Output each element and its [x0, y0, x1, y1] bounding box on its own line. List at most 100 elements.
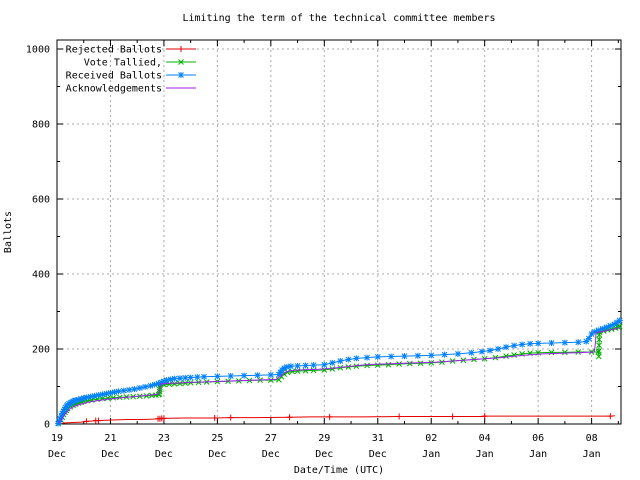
- y-axis-label: Ballots: [3, 211, 14, 253]
- cross-marker-icon: [595, 353, 602, 360]
- star-marker-icon: [131, 386, 138, 393]
- legend-label: Received Ballots: [66, 71, 162, 82]
- star-marker-icon: [227, 373, 234, 379]
- plus-marker-icon: [449, 413, 456, 420]
- star-marker-icon: [178, 72, 184, 78]
- plus-marker-icon: [396, 413, 403, 420]
- x-tick-label-day: 08: [586, 433, 598, 444]
- legend-item-acknowledgements: Acknowledgements: [66, 84, 196, 95]
- x-tick-label-month: Dec: [315, 449, 333, 460]
- star-marker-icon: [401, 353, 408, 360]
- star-marker-icon: [487, 347, 494, 354]
- y-tick-label: 600: [32, 195, 50, 206]
- star-marker-icon: [294, 362, 301, 369]
- cross-marker-icon: [310, 367, 317, 374]
- star-marker-icon: [147, 382, 154, 389]
- cross-marker-icon: [302, 367, 309, 374]
- star-marker-icon: [120, 387, 127, 394]
- y-tick-labels: 0 200 400 600 800 1000: [26, 45, 50, 431]
- star-marker-icon: [548, 340, 555, 346]
- plus-marker-icon: [286, 414, 293, 421]
- cross-marker-icon: [417, 360, 424, 367]
- x-tick-label-day: 19: [51, 433, 63, 444]
- star-marker-icon: [414, 352, 421, 359]
- cross-marker-icon: [385, 361, 392, 368]
- star-marker-icon: [302, 362, 309, 369]
- cross-marker-icon: [428, 360, 435, 366]
- star-marker-icon: [267, 371, 274, 378]
- cross-marker-icon: [353, 363, 360, 370]
- star-marker-icon: [103, 390, 110, 397]
- star-marker-icon: [616, 317, 623, 324]
- cross-marker-icon: [171, 381, 178, 387]
- x-tick-label-month: Jan: [422, 449, 440, 460]
- star-marker-icon: [194, 374, 201, 381]
- star-marker-icon: [201, 373, 208, 380]
- cross-marker-icon: [289, 368, 296, 375]
- plus-marker-icon: [326, 413, 333, 420]
- star-marker-icon: [321, 361, 328, 368]
- series-line: [59, 415, 615, 425]
- cross-marker-icon: [329, 366, 336, 372]
- star-marker-icon: [176, 375, 183, 382]
- star-marker-icon: [142, 383, 149, 390]
- x-tick-label-day: 21: [104, 433, 116, 444]
- x-tick-label-day: 06: [532, 433, 544, 444]
- cross-marker-icon: [116, 394, 123, 401]
- cross-marker-icon: [596, 336, 603, 343]
- cross-marker-icon: [406, 360, 413, 367]
- legend-label: Vote Tallied,: [84, 58, 162, 69]
- y-tick-label: 400: [32, 270, 50, 281]
- plus-marker-icon: [83, 418, 90, 425]
- plot-border: [56, 39, 622, 425]
- star-marker-icon: [337, 358, 344, 364]
- star-marker-icon: [182, 374, 189, 381]
- star-marker-icon: [585, 335, 592, 342]
- cross-marker-icon: [575, 349, 582, 355]
- star-marker-icon: [511, 342, 518, 349]
- series-vote-tallied: [55, 323, 623, 427]
- star-marker-icon: [310, 362, 317, 369]
- x-tick-label-month: Dec: [48, 449, 66, 460]
- star-marker-icon: [575, 339, 582, 346]
- star-marker-icon: [527, 340, 534, 347]
- star-marker-icon: [441, 351, 448, 358]
- x-tick-label-day: 25: [211, 433, 223, 444]
- star-marker-icon: [374, 353, 381, 360]
- x-tick-label-month: Dec: [101, 449, 119, 460]
- star-marker-icon: [345, 356, 352, 363]
- x-tick-label-day: 04: [479, 433, 491, 444]
- y-tick-label: 800: [32, 120, 50, 131]
- cross-marker-icon: [166, 381, 173, 388]
- star-marker-icon: [115, 388, 122, 395]
- star-marker-icon: [479, 348, 486, 355]
- x-tick-label-day: 23: [158, 433, 170, 444]
- star-marker-icon: [388, 353, 395, 360]
- x-axis-label: Date/Time (UTC): [294, 465, 384, 476]
- star-marker-icon: [503, 344, 510, 351]
- plus-marker-icon: [481, 413, 488, 420]
- plus-marker-icon: [178, 46, 184, 52]
- plus-marker-icon: [211, 415, 218, 421]
- star-marker-icon: [241, 372, 248, 379]
- x-tick-label-day: 02: [425, 433, 437, 444]
- x-tick-label-month: Dec: [155, 449, 173, 460]
- star-marker-icon: [428, 352, 435, 359]
- star-marker-icon: [187, 374, 194, 381]
- cross-marker-icon: [177, 380, 183, 387]
- star-marker-icon: [171, 375, 178, 382]
- x-tick-label-month: Jan: [529, 449, 547, 460]
- axis-ticks: [56, 40, 621, 425]
- cross-marker-icon: [596, 348, 602, 354]
- star-marker-icon: [287, 363, 294, 370]
- star-marker-icon: [57, 416, 64, 423]
- cross-marker-icon: [562, 349, 568, 356]
- series-acknowledgements: [58, 327, 620, 424]
- plus-marker-icon: [160, 415, 167, 422]
- star-marker-icon: [561, 339, 568, 346]
- series-rejected-ballots: [59, 413, 615, 425]
- legend-item-received-ballots: Received Ballots: [66, 71, 196, 82]
- plot-area: 19 Dec 21 Dec 23 Dec 25 Dec 27 Dec 29 Dec 31 Dec 02 Jan…: [26, 39, 623, 460]
- star-marker-icon: [535, 340, 542, 347]
